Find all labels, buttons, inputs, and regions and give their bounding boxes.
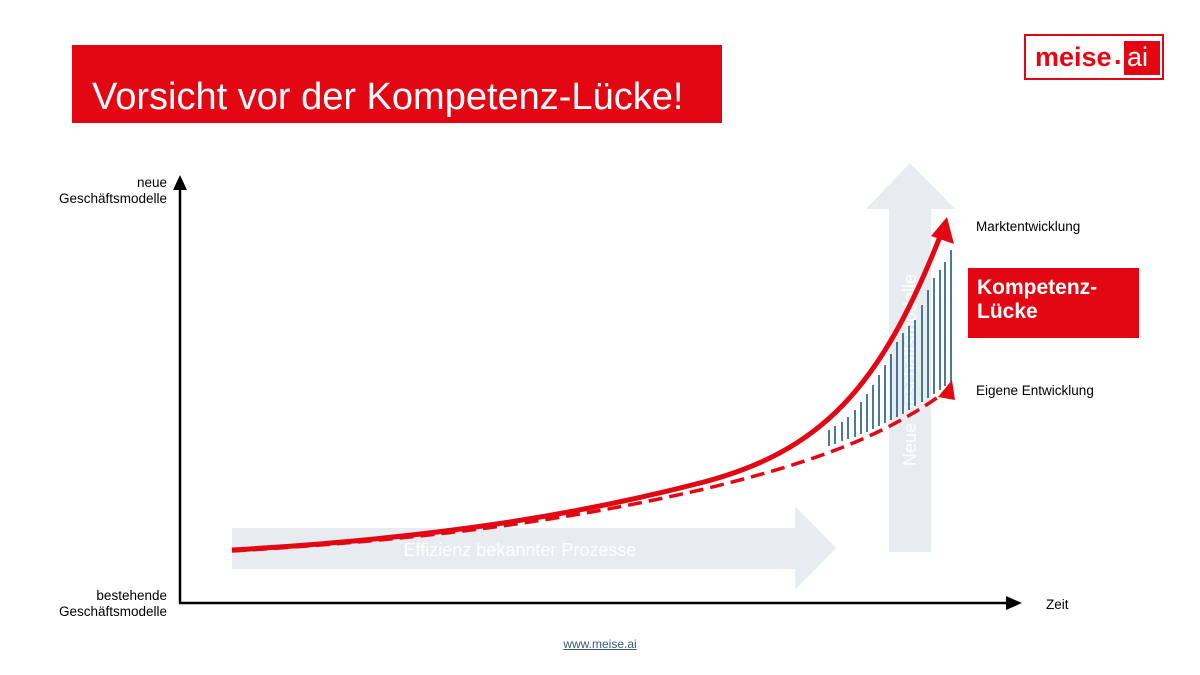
own-curve-label: Eigene Entwicklung: [976, 383, 1094, 398]
market-development-arrowhead: [931, 217, 954, 244]
market-development-curve: [231, 233, 944, 553]
logo-suffix: ai: [1127, 42, 1149, 72]
gap-label-line1: Kompetenz-: [977, 276, 1098, 299]
own-development-curve: [231, 390, 947, 553]
x-axis-arrowhead: [1006, 596, 1022, 610]
meise-ai-logo: meise . ai: [1024, 34, 1164, 80]
gap-label-line2: Lücke: [977, 300, 1038, 323]
competence-gap-callout: Kompetenz- Lücke: [968, 268, 1139, 338]
competence-gap-hatch: [828, 250, 952, 446]
market-curve-label: Marktentwicklung: [976, 219, 1081, 234]
own-development-arrowhead: [938, 380, 955, 400]
y-axis-bottom-label: bestehende Geschäftsmodelle: [58, 588, 167, 619]
logo-suffix-box: [1124, 41, 1160, 75]
y-axis-top-label: neue Geschäftsmodelle: [58, 175, 167, 206]
x-axis-label: Zeit: [1046, 597, 1069, 612]
logo-word: meise: [1035, 42, 1112, 72]
efficiency-arrow: [232, 506, 836, 590]
title-banner: Vorsicht vor der Kompetenz-Lücke!: [72, 45, 722, 123]
efficiency-arrow-label: Effizienz bekannter Prozesse: [404, 540, 637, 560]
new-business-arrow: [866, 163, 955, 552]
logo-dot: .: [1114, 40, 1122, 70]
slide-title: Vorsicht vor der Kompetenz-Lücke!: [92, 76, 684, 118]
footer-link[interactable]: www.meise.ai: [563, 637, 637, 651]
y-axis-arrowhead: [173, 175, 187, 190]
